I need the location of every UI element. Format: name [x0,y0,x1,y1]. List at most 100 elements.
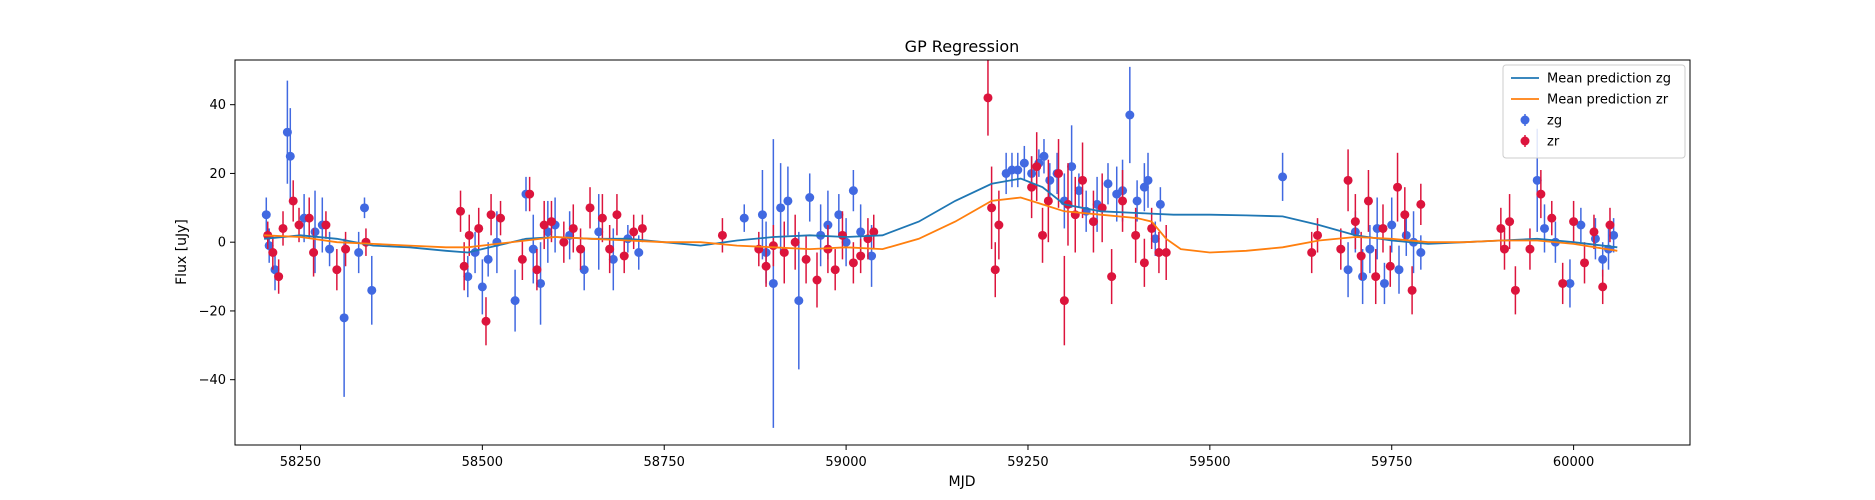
data-point [1402,231,1411,240]
data-point [279,224,288,233]
data-point [295,221,304,230]
data-point [1131,231,1140,240]
data-point [559,238,568,247]
data-point [1393,183,1402,192]
data-point [791,238,800,247]
data-point [1365,245,1374,254]
data-point [1558,279,1567,288]
data-point [1387,221,1396,230]
y-tick-label: 40 [209,98,226,113]
data-point [1536,190,1545,199]
data-point [460,262,469,271]
data-point [1140,258,1149,267]
data-point [1039,152,1048,161]
data-point [856,251,865,260]
data-point [1505,217,1514,226]
series-zr [263,60,1614,345]
data-point [1307,248,1316,257]
data-point [518,255,527,264]
data-point [1540,224,1549,233]
x-tick-label: 60000 [1553,455,1594,470]
data-point [994,221,1003,230]
y-tick-label: −20 [199,304,226,319]
plot-area [262,60,1618,428]
data-point [332,265,341,274]
data-point [1525,245,1534,254]
data-point [456,207,465,216]
data-point [838,231,847,240]
legend-marker-swatch [1521,116,1530,125]
x-tick-label: 59000 [825,455,866,470]
data-point [487,210,496,219]
data-point [1547,214,1556,223]
data-point [620,251,629,260]
data-point [496,214,505,223]
data-point [360,203,369,212]
data-point [638,224,647,233]
data-point [991,265,1000,274]
data-point [1371,272,1380,281]
data-point [1104,179,1113,188]
y-tick-label: −40 [199,373,226,388]
data-point [1144,176,1153,185]
data-point [762,262,771,271]
data-point [1313,231,1322,240]
data-point [1380,279,1389,288]
data-point [289,196,298,205]
data-point [576,245,585,254]
data-point [1054,169,1063,178]
data-point [758,210,767,219]
x-tick-label: 59250 [1007,455,1048,470]
data-point [321,221,330,230]
data-point [1278,172,1287,181]
data-point [1045,176,1054,185]
data-point [831,265,840,274]
data-point [547,217,556,226]
x-tick-label: 59750 [1371,455,1412,470]
data-point [1351,217,1360,226]
legend-label: zr [1547,135,1560,150]
data-point [1408,286,1417,295]
x-axis-label: MJD [949,474,976,490]
data-point [780,248,789,257]
data-point [478,282,487,291]
data-point [305,214,314,223]
data-point [1386,262,1395,271]
data-point [1605,221,1614,230]
legend: Mean prediction zg Mean prediction zr zg zr [1503,65,1685,158]
data-point [1344,176,1353,185]
data-point [629,227,638,236]
y-tick-label: 0 [218,236,226,251]
data-point [1118,196,1127,205]
data-point [805,193,814,202]
data-point [740,214,749,223]
data-point [634,248,643,257]
x-tick-label: 58750 [644,455,685,470]
data-point [262,210,271,219]
data-point [1336,245,1345,254]
data-point [1416,248,1425,257]
data-point [1364,196,1373,205]
data-point [511,296,520,305]
legend-label: Mean prediction zr [1547,93,1669,108]
data-point [341,245,350,254]
data-point [769,241,778,250]
data-point [1162,248,1171,257]
data-point [1133,196,1142,205]
data-point [569,224,578,233]
data-point [286,152,295,161]
data-point [1358,272,1367,281]
data-point [1598,255,1607,264]
data-point [484,255,493,264]
data-point [776,203,785,212]
data-point [1511,286,1520,295]
data-point [481,317,490,326]
data-point [802,255,811,264]
data-point [1013,166,1022,175]
data-point [1078,176,1087,185]
data-point [856,227,865,236]
data-point [268,248,277,257]
data-point [1589,227,1598,236]
data-point [987,203,996,212]
